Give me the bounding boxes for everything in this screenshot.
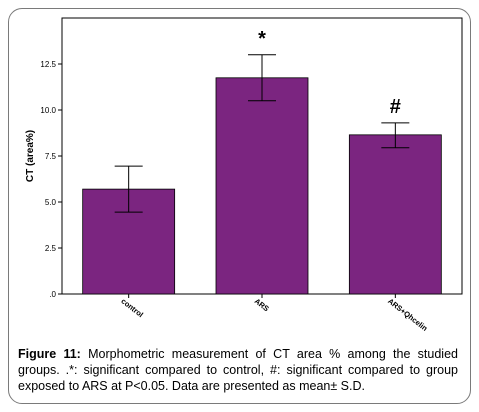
- caption-text: Morphometric measurement of CT area % am…: [18, 347, 458, 393]
- x-tick-label: ARS+Qhcelin: [386, 296, 429, 333]
- bar: [215, 77, 309, 295]
- y-tick-label: 2.5: [45, 244, 57, 253]
- y-tick-label: 12.5: [40, 60, 56, 69]
- bar: [348, 134, 442, 295]
- y-tick-label: .0: [49, 290, 56, 299]
- y-tick-label: 7.5: [45, 152, 57, 161]
- y-tick-label: 5.0: [45, 198, 57, 207]
- caption-label: Figure 11:: [18, 347, 81, 361]
- significance-marker: #: [390, 96, 401, 118]
- significance-marker: *: [258, 28, 266, 50]
- x-tick-label: ARS: [253, 296, 271, 313]
- y-axis-label: CT (area%): [25, 130, 36, 182]
- y-tick-label: 10.0: [40, 106, 56, 115]
- x-tick-label: control: [119, 296, 145, 319]
- bar-chart: .0 2.5 5.0 7.5 10.0 12.5 CT (area%) control ARS *…: [25, 17, 463, 333]
- figure-caption: Figure 11: Morphometric measurement of C…: [18, 346, 458, 394]
